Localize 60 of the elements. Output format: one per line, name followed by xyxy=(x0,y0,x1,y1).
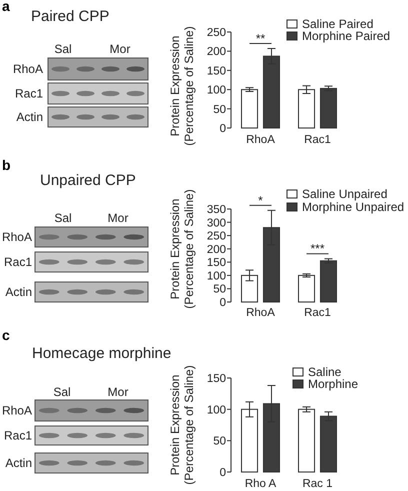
text: * xyxy=(258,193,264,208)
text: Sal xyxy=(54,42,72,56)
legend-label: Morphine xyxy=(308,377,358,392)
y-axis-title: Protein Expression (Percentage of Saline) xyxy=(168,189,196,309)
text: Homecage morphine xyxy=(32,345,172,362)
x-tick-label: Rho A xyxy=(244,478,276,490)
legend-label: Saline Paired xyxy=(302,17,374,32)
y-tick-label: 200 xyxy=(206,46,226,58)
text: a xyxy=(2,0,10,14)
text: Sal xyxy=(54,211,72,225)
legend-label: Morphine Paired xyxy=(302,29,390,44)
y-tick-label: 0 xyxy=(220,467,226,480)
y-tick-label: 100 xyxy=(206,84,226,97)
text: Rac1 xyxy=(4,428,32,443)
y-axis-title: Protein Expression (Percentage of Saline) xyxy=(168,26,196,146)
text: Unpaired CPP xyxy=(40,172,136,189)
text: Actin xyxy=(16,110,43,124)
y-tick-label: 0 xyxy=(220,297,226,310)
bar xyxy=(320,260,337,302)
y-tick-label: 100 xyxy=(206,404,226,416)
y-tick-label: 50 xyxy=(213,104,226,116)
y-axis-title: Protein Expression (Percentage of Saline) xyxy=(168,365,196,485)
text: Paired CPP xyxy=(31,8,110,25)
text: Rac1 xyxy=(4,255,32,270)
bar xyxy=(298,274,316,302)
bar xyxy=(320,88,337,128)
y-tick-label: 100 xyxy=(206,270,226,282)
text: Mor xyxy=(108,211,128,225)
y-tick-label: 150 xyxy=(206,65,226,78)
bar xyxy=(298,408,316,472)
y-tick-label: 50 xyxy=(213,436,226,448)
text: Mor xyxy=(110,42,130,56)
y-tick-label: 250 xyxy=(206,27,226,40)
text: Actin xyxy=(5,456,32,470)
legend-label: Morphine Unpaired xyxy=(302,200,404,214)
legend-label: Saline xyxy=(308,365,342,380)
text: Rac1 xyxy=(14,86,44,101)
bar xyxy=(241,89,258,128)
y-tick-label: 250 xyxy=(206,230,226,243)
x-tick-label: Rac 1 xyxy=(302,478,333,490)
legend-label: Saline Unpaired xyxy=(302,187,388,202)
text: b xyxy=(2,157,11,173)
y-tick-label: 0 xyxy=(220,123,226,136)
bar xyxy=(298,89,316,128)
bar xyxy=(320,416,337,472)
text: RhoA xyxy=(2,230,32,244)
text: Mor xyxy=(108,385,128,399)
text: RhoA xyxy=(2,404,32,418)
y-tick-label: 150 xyxy=(206,373,226,386)
annotation: ** xyxy=(256,32,266,46)
annotation: *** xyxy=(310,242,325,256)
y-tick-label: 150 xyxy=(206,257,226,270)
y-tick-label: 50 xyxy=(213,284,226,296)
text: RhoA xyxy=(12,62,43,76)
y-tick-label: 200 xyxy=(206,244,226,256)
text: Sal xyxy=(53,385,71,399)
y-tick-label: 350 xyxy=(206,204,226,216)
text: Actin xyxy=(5,285,32,300)
text: c xyxy=(2,327,10,343)
y-tick-label: 300 xyxy=(206,217,226,230)
